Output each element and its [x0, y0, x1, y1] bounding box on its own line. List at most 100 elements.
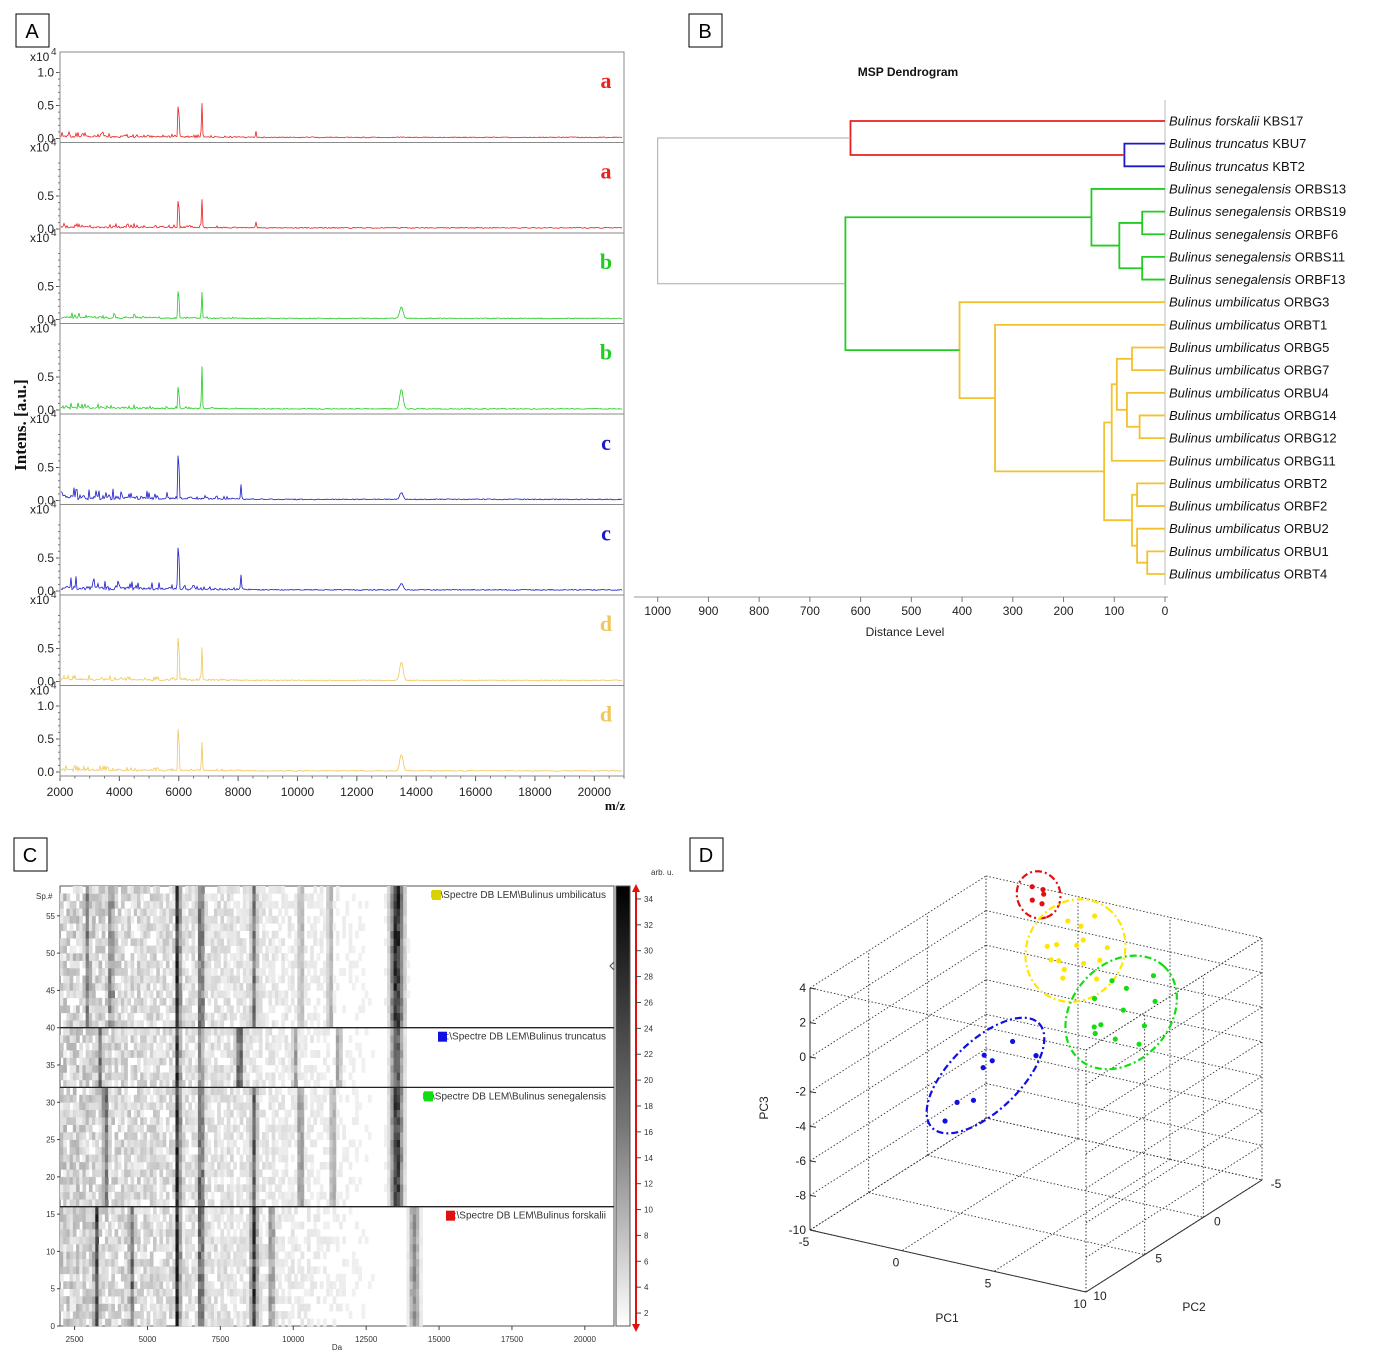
- gel-cell: [76, 915, 80, 924]
- gel-cell: [268, 1147, 273, 1155]
- gel-cell: [143, 953, 148, 961]
- gel-cell: [191, 1191, 196, 1200]
- gel-cell: [162, 997, 167, 1006]
- gel-cell: [316, 1102, 321, 1111]
- gel-cell: [114, 1251, 119, 1260]
- gel-cell: [120, 1064, 125, 1073]
- gel-cell: [236, 900, 241, 909]
- gel-cell: [419, 1221, 423, 1230]
- gel-cell: [358, 915, 362, 924]
- gel-cell: [249, 1154, 253, 1163]
- gel-cell: [143, 1147, 148, 1155]
- dendrogram-branch: [849, 120, 1165, 156]
- gel-cell: [191, 1214, 196, 1222]
- gel-cell: [326, 1027, 330, 1036]
- gel-cell: [92, 1012, 96, 1021]
- gel-cell: [393, 1191, 398, 1200]
- gel-cell: [169, 945, 173, 954]
- gel-cell: [133, 1199, 138, 1207]
- gel-cell: [419, 1273, 423, 1282]
- gel-cell: [229, 1258, 234, 1267]
- gel-cell: [258, 1139, 263, 1148]
- gel-cell: [239, 1064, 244, 1073]
- gel-cell: [114, 1169, 119, 1178]
- gel-cell: [271, 1236, 276, 1245]
- gel-cell: [268, 1303, 273, 1312]
- gel-cell: [172, 1124, 176, 1133]
- gel-cell: [281, 1191, 286, 1200]
- gel-cell: [114, 1318, 119, 1327]
- gel-cell: [159, 1266, 164, 1275]
- gel-cell: [178, 886, 183, 894]
- gel-cell: [316, 900, 321, 909]
- gel-cell: [191, 1266, 196, 1275]
- gel-cell: [117, 1154, 122, 1163]
- gel-cell: [226, 1094, 231, 1103]
- gel-cell: [188, 1109, 193, 1118]
- gel-cell: [246, 1288, 250, 1297]
- pc1-tick-label: 10: [1073, 1297, 1087, 1311]
- gel-cell: [204, 1094, 209, 1103]
- gel-cell: [294, 1079, 298, 1088]
- x-tick-label: 18000: [518, 785, 552, 799]
- gel-cell: [165, 1176, 170, 1185]
- gel-cell: [242, 1057, 247, 1066]
- gel-cell: [220, 1154, 225, 1163]
- gel-cell: [242, 1296, 247, 1304]
- gel-cell: [95, 930, 99, 939]
- gel-cell: [249, 1005, 253, 1014]
- dendrogram-branch: [1136, 527, 1165, 564]
- gel-cell: [175, 1050, 180, 1058]
- gel-cell: [393, 923, 398, 932]
- gel-cell: [172, 923, 176, 932]
- gel-cell: [162, 1311, 167, 1319]
- box-edge: [809, 987, 1087, 1051]
- gel-cell: [181, 923, 186, 932]
- gel-cell: [98, 1266, 103, 1275]
- gel-cell: [239, 953, 244, 961]
- gel-cell: [117, 1087, 122, 1096]
- gel-cell: [143, 1296, 148, 1304]
- data-point: [1109, 978, 1115, 984]
- gel-cell: [124, 1318, 128, 1327]
- gel-cell: [85, 1124, 90, 1133]
- gel-cell: [287, 1311, 292, 1319]
- gel-cell: [72, 915, 77, 924]
- gel-cell: [210, 1050, 215, 1058]
- gel-cell: [345, 953, 350, 961]
- gel-cell: [252, 1281, 257, 1290]
- gel-cell: [175, 960, 180, 969]
- gel-cell: [156, 1012, 160, 1021]
- gel-cell: [136, 1184, 141, 1193]
- gel-cell: [108, 1318, 112, 1327]
- gel-cell: [387, 1072, 391, 1081]
- gel-cell: [153, 1050, 157, 1058]
- gel-cell: [258, 945, 263, 954]
- gel-cell: [242, 1221, 247, 1230]
- gel-cell: [175, 1296, 180, 1304]
- spectrum-frame: [59, 685, 625, 777]
- gel-cell: [191, 960, 196, 969]
- gel-cell: [92, 982, 96, 991]
- gel-cell: [406, 1214, 411, 1222]
- gel-cell: [79, 953, 83, 961]
- pc2-tick-label: -5: [1271, 1177, 1282, 1191]
- gel-cell: [156, 990, 160, 999]
- exponent-label: x10: [30, 231, 50, 245]
- gel-cell: [268, 1281, 273, 1290]
- gel-cell: [287, 1064, 292, 1073]
- gel-cell: [165, 1296, 170, 1304]
- gel-cell: [92, 990, 96, 999]
- gel-cell: [217, 1258, 221, 1267]
- gel-cell: [393, 1117, 398, 1125]
- gel-cell: [63, 1064, 67, 1073]
- gel-cell: [92, 1161, 96, 1170]
- gel-cell: [313, 968, 318, 976]
- cluster-ellipse: [1064, 954, 1178, 1071]
- gel-cell: [396, 1072, 401, 1081]
- gel-cell: [223, 1050, 228, 1058]
- gel-cell: [104, 1050, 109, 1058]
- gel-cell: [229, 915, 234, 924]
- leaf-label: Bulinus senegalensis ORBF6: [1169, 227, 1338, 242]
- gel-cell: [246, 923, 250, 932]
